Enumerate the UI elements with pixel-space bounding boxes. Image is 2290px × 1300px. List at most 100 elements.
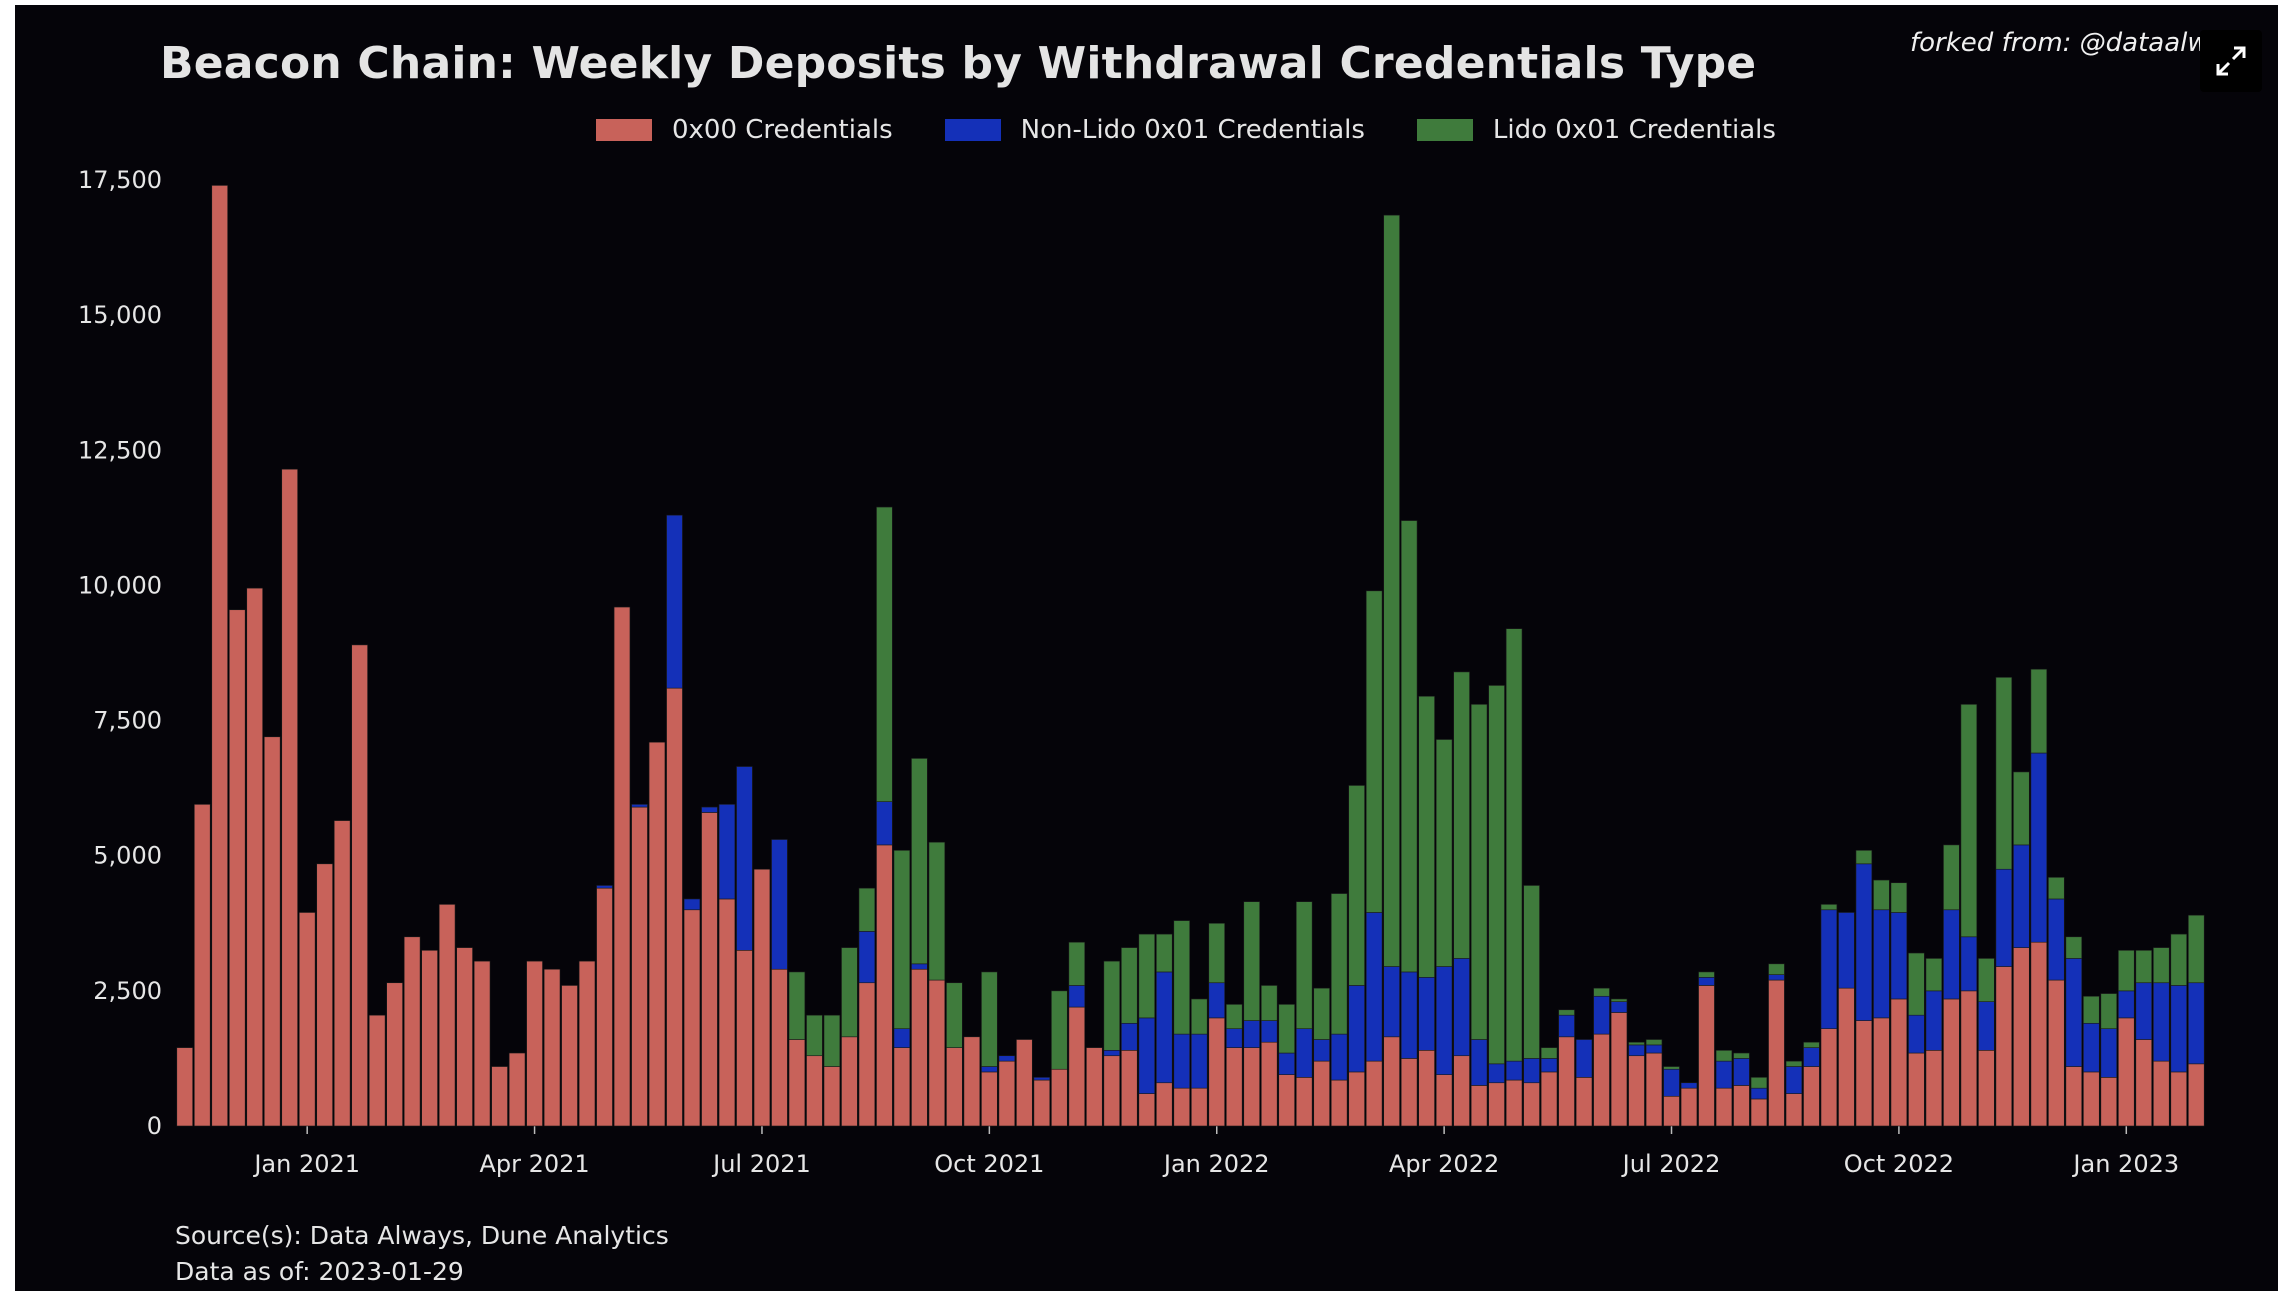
bar-lido	[1348, 785, 1365, 986]
bar-0x00	[1558, 1036, 1575, 1127]
bar-lido	[1715, 1050, 1733, 1062]
bar-non-lido	[1820, 909, 1838, 1030]
bar-non-lido	[631, 804, 648, 808]
bar-non-lido	[736, 766, 753, 951]
bar-lido	[1400, 520, 1418, 973]
bar-0x00	[2065, 1066, 2083, 1127]
legend-item-lido[interactable]: Lido 0x01 Credentials	[1416, 115, 1776, 145]
bar-lido	[823, 1014, 841, 1067]
bar-non-lido	[1645, 1044, 1663, 1054]
y-tick-label: 5,000	[93, 842, 162, 870]
bar-0x00	[998, 1060, 1016, 1127]
bar-0x00	[1208, 1017, 1225, 1127]
bar-lido	[1785, 1060, 1803, 1067]
bar-0x00	[228, 609, 246, 1127]
y-tick-label: 7,500	[93, 707, 162, 735]
bar-lido	[1663, 1066, 1680, 1070]
bar-non-lido	[1593, 995, 1610, 1035]
bar-non-lido	[701, 806, 718, 813]
bar-lido	[1820, 904, 1838, 911]
watermark-text: forked from: @dataalways	[1910, 28, 2254, 58]
bar-0x00	[1908, 1052, 1925, 1127]
bar-non-lido	[2153, 982, 2170, 1062]
bar-non-lido	[911, 963, 928, 970]
bar-0x00	[1750, 1098, 1768, 1127]
bar-lido	[1260, 985, 1278, 1021]
bar-lido	[1803, 1041, 1820, 1048]
bar-lido	[1523, 885, 1540, 1059]
bar-lido	[1156, 933, 1173, 973]
bar-0x00	[368, 1014, 386, 1127]
bar-0x00	[1191, 1087, 1208, 1127]
chart-legend: 0x00 Credentials Non-Lido 0x01 Credentia…	[596, 115, 1828, 145]
bar-lido	[2013, 771, 2030, 846]
bar-lido	[1995, 677, 2013, 870]
bar-lido	[1068, 941, 1086, 986]
bar-0x00	[613, 606, 631, 1127]
bar-0x00	[1156, 1082, 1173, 1127]
bar-non-lido	[718, 804, 736, 900]
bar-0x00	[701, 812, 718, 1127]
bar-0x00	[438, 904, 456, 1127]
x-tick-label: Jul 2022	[1621, 1150, 1721, 1178]
x-tick-label: Jul 2021	[711, 1150, 811, 1178]
bar-0x00	[666, 687, 683, 1127]
bar-lido	[1925, 958, 1943, 992]
bar-lido	[981, 971, 998, 1067]
bar-lido	[893, 850, 911, 1029]
bar-lido	[1488, 685, 1505, 1065]
bar-0x00	[2135, 1039, 2153, 1127]
bar-non-lido	[876, 801, 893, 846]
source-note: Source(s): Data Always, Dune Analytics D…	[175, 1218, 669, 1290]
legend-item-0x00[interactable]: 0x00 Credentials	[596, 115, 893, 145]
bar-0x00	[1768, 979, 1785, 1127]
bar-lido	[2100, 993, 2118, 1029]
bar-lido	[1750, 1077, 1768, 1089]
bar-non-lido	[2083, 1022, 2100, 1073]
bar-non-lido	[1453, 958, 1470, 1057]
bar-0x00	[1785, 1093, 1803, 1127]
bar-lido	[1733, 1052, 1750, 1059]
y-tick-label: 17,500	[78, 166, 162, 194]
bar-0x00	[1383, 1036, 1400, 1127]
bar-0x00	[1348, 1071, 1365, 1127]
bar-non-lido	[1803, 1047, 1820, 1067]
x-tick-label: Jan 2023	[2071, 1150, 2179, 1178]
bar-0x00	[736, 950, 753, 1127]
y-tick-label: 10,000	[78, 571, 162, 599]
expand-arrows-icon	[2216, 46, 2246, 76]
bar-non-lido	[998, 1055, 1016, 1062]
bar-0x00	[176, 1047, 193, 1127]
legend-item-non-lido[interactable]: Non-Lido 0x01 Credentials	[944, 115, 1365, 145]
bar-0x00	[1435, 1074, 1453, 1127]
bar-non-lido	[2188, 982, 2205, 1065]
bar-0x00	[1295, 1077, 1313, 1127]
bar-non-lido	[1243, 1020, 1260, 1048]
y-tick-label: 12,500	[78, 436, 162, 464]
bar-0x00	[1715, 1087, 1733, 1127]
bar-0x00	[386, 982, 403, 1127]
bar-0x00	[1330, 1079, 1348, 1127]
bar-lido	[1121, 947, 1138, 1024]
bar-0x00	[1610, 1012, 1628, 1127]
bar-lido	[1243, 901, 1260, 1021]
bar-non-lido	[1873, 909, 1890, 1019]
bar-non-lido	[1505, 1060, 1523, 1081]
bar-lido	[1698, 971, 1715, 978]
bar-0x00	[1593, 1033, 1610, 1127]
bar-non-lido	[858, 931, 876, 984]
bar-lido	[2118, 950, 2135, 992]
expand-button[interactable]	[2200, 30, 2262, 92]
bar-0x00	[2118, 1017, 2135, 1127]
bar-non-lido	[1680, 1082, 1698, 1089]
bar-non-lido	[1435, 966, 1453, 1075]
bar-non-lido	[1400, 971, 1418, 1059]
bar-0x00	[2153, 1060, 2170, 1127]
bar-non-lido	[1470, 1039, 1488, 1086]
bar-0x00	[316, 863, 333, 1127]
bar-0x00	[2083, 1071, 2100, 1127]
bar-0x00	[1978, 1050, 1995, 1127]
bar-0x00	[1575, 1077, 1593, 1127]
bar-lido	[2135, 950, 2153, 984]
bar-non-lido	[1313, 1039, 1330, 1062]
